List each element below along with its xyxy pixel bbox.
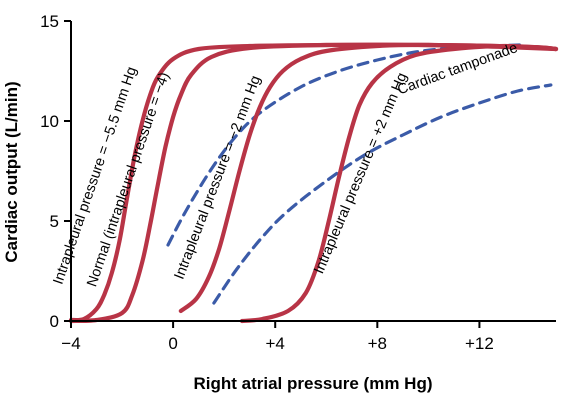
y-tick-label: 15	[40, 12, 59, 31]
y-tick-label: 5	[50, 212, 59, 231]
solid-curve-3	[239, 43, 559, 324]
dashed-curve-5	[212, 83, 553, 305]
x-tick-label: −4	[61, 334, 80, 353]
curves-group	[68, 42, 559, 324]
x-tick-label: +8	[368, 334, 387, 353]
y-tick-label: 0	[50, 312, 59, 331]
x-tick-label: +4	[266, 334, 285, 353]
y-axis-title: Cardiac output (L/min)	[2, 81, 21, 262]
x-tick-label: +12	[465, 334, 494, 353]
x-tick-label: 0	[168, 334, 177, 353]
y-tick-label: 10	[40, 112, 59, 131]
x-axis-title: Right atrial pressure (mm Hg)	[194, 374, 433, 393]
solid-curve-2	[178, 42, 559, 314]
curve-labels-group: Intrapleural pressure = −5.5 mm HgNormal…	[50, 40, 519, 289]
